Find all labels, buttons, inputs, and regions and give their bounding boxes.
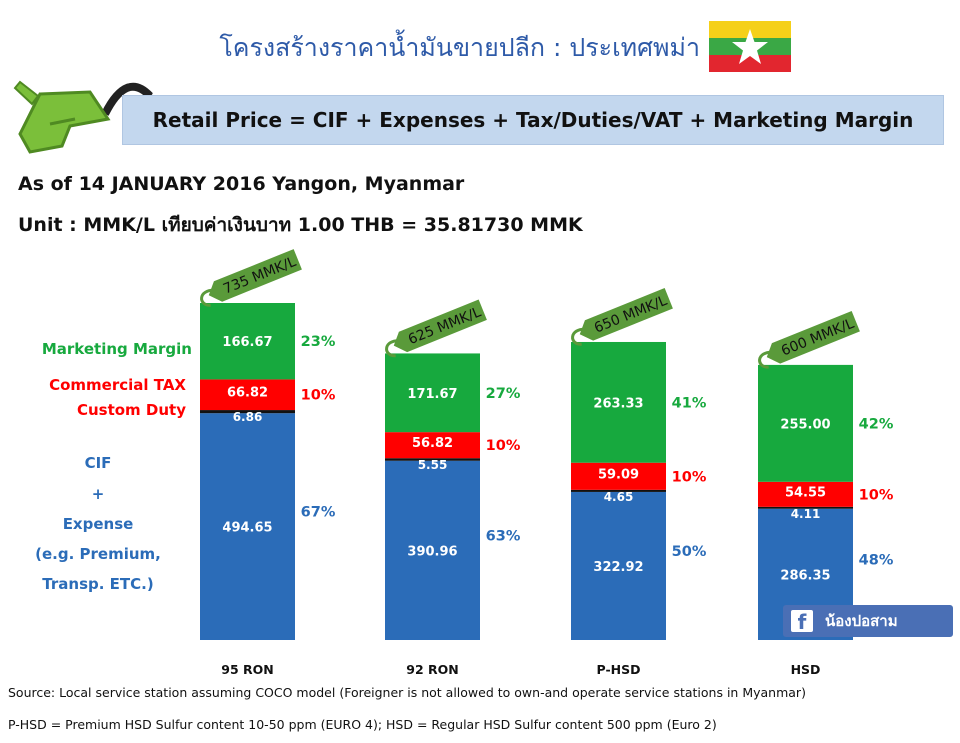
bar-value-label-duty: 6.86 — [233, 410, 263, 424]
bar-value-label-margin: 171.67 — [407, 387, 457, 402]
flag-band-bottom — [709, 55, 791, 72]
bar-value-label-tax: 66.82 — [227, 386, 268, 401]
price-tag-icon: 625 MMK/L — [385, 299, 487, 358]
percent-label-margin: 42% — [859, 416, 894, 432]
bar-segment-margin — [758, 364, 853, 482]
bar-value-label-cif: 494.65 — [222, 521, 272, 536]
definition-note: P-HSD = Premium HSD Sulfur content 10-50… — [8, 717, 717, 732]
bar-value-label-cif: 286.35 — [780, 568, 830, 583]
price-tag-string — [758, 350, 774, 369]
bar-value-label-cif: 322.92 — [593, 560, 643, 575]
bar-value-label-duty: 5.55 — [418, 458, 448, 472]
bar-segment-tax — [758, 481, 853, 507]
bar-value-label-cif: 390.96 — [407, 544, 457, 559]
percent-label-tax: 10% — [301, 388, 336, 404]
bar-segment-tax — [571, 462, 666, 490]
bar-value-label-margin: 166.67 — [222, 335, 272, 350]
bar-segment-duty — [385, 458, 480, 461]
price-tag-shape — [208, 249, 302, 302]
bar-value-label-margin: 255.00 — [780, 417, 830, 432]
price-tag-string — [385, 339, 401, 358]
bar-segment-duty — [571, 489, 666, 492]
formula-banner: Retail Price = CIF + Expenses + Tax/Duti… — [122, 95, 944, 145]
price-tag-string — [571, 327, 587, 346]
bar-segment-margin — [571, 341, 666, 463]
bar-value-label-tax: 56.82 — [412, 436, 453, 451]
facebook-page-badge[interactable]: f น้องปอสาม — [783, 605, 953, 637]
bar-segment-cif — [385, 460, 480, 640]
source-note: Source: Local service station assuming C… — [8, 685, 806, 700]
bar-segment-cif — [571, 491, 666, 640]
percent-label-margin: 41% — [672, 395, 707, 411]
price-tag-shape — [393, 299, 487, 353]
unit-note: Unit : MMK/L เทียบค่าเงินบาท 1.00 THB = … — [18, 214, 583, 236]
percent-label-margin: 23% — [301, 334, 336, 350]
bar-segment-tax — [200, 379, 295, 411]
x-tick-label: 92 RON — [406, 662, 458, 677]
bar-value-label-tax: 59.09 — [598, 467, 639, 482]
percent-label-margin: 27% — [486, 386, 521, 402]
star-icon — [732, 29, 768, 64]
page-title: โครงสร้างราคาน้ำมันขายปลีก : ประเทศพม่า — [219, 33, 700, 62]
percent-label-cif: 48% — [859, 552, 894, 568]
legend-label-cif-line: Expense — [62, 515, 134, 533]
percent-label-tax: 10% — [672, 469, 707, 485]
legend-label-cif-line: (e.g. Premium, — [35, 545, 161, 563]
bar-segment-tax — [385, 432, 480, 459]
price-tag-string — [200, 288, 216, 307]
x-tick-label: 95 RON — [221, 662, 273, 677]
fuel-nozzle-icon — [13, 80, 154, 154]
bar-value-label-tax: 54.55 — [785, 485, 826, 500]
price-tag-icon: 650 MMK/L — [571, 288, 673, 346]
bar-segment-duty — [758, 506, 853, 509]
bar-segment-cif — [200, 413, 295, 640]
bar-value-label-duty: 4.11 — [791, 507, 821, 521]
percent-label-cif: 67% — [301, 505, 336, 521]
price-tag-shape — [766, 310, 860, 364]
price-tag-icon: 600 MMK/L — [758, 310, 860, 369]
percent-label-tax: 10% — [486, 438, 521, 454]
legend-label-cif-line: + — [91, 485, 105, 503]
percent-label-tax: 10% — [859, 487, 894, 503]
legend-label-cif-line: CIF — [84, 454, 112, 472]
price-tag-icon: 735 MMK/L — [200, 249, 302, 307]
legend-label-tax: Commercial TAX — [49, 376, 186, 394]
bar-segment-duty — [200, 410, 295, 414]
myanmar-flag-icon — [709, 21, 791, 72]
bar-value-label-duty: 4.65 — [604, 490, 634, 504]
x-tick-label: P-HSD — [597, 662, 641, 677]
percent-label-cif: 50% — [672, 544, 707, 560]
legend-label-duty: Custom Duty — [76, 401, 186, 419]
facebook-icon: f — [791, 610, 813, 632]
legend-label-margin: Marketing Margin — [41, 340, 192, 358]
bar-segment-margin — [200, 303, 295, 380]
bar-value-label-margin: 263.33 — [593, 396, 643, 411]
facebook-page-name: น้องปอสาม — [825, 612, 898, 630]
x-tick-label: HSD — [791, 662, 821, 677]
percent-label-cif: 63% — [486, 528, 521, 544]
as-of-date: As of 14 JANUARY 2016 Yangon, Myanmar — [18, 173, 465, 195]
price-tag-shape — [579, 288, 673, 341]
legend-label-cif-line: Transp. ETC.) — [42, 575, 154, 593]
bar-segment-margin — [385, 353, 480, 433]
